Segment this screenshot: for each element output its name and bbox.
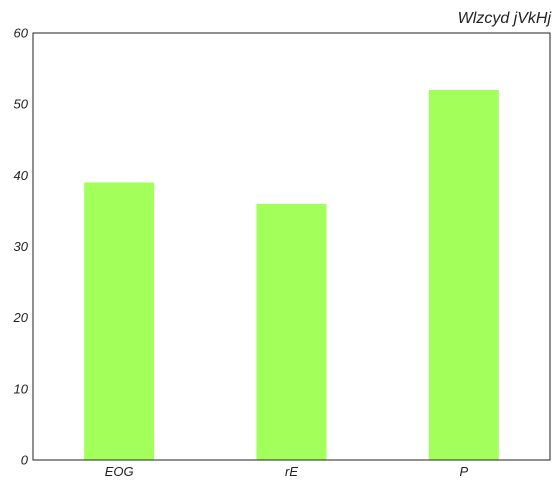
y-tick-label: 50 — [14, 97, 29, 112]
y-tick-label: 0 — [21, 453, 29, 468]
x-tick-label: P — [459, 464, 468, 479]
y-tick-label: 60 — [14, 26, 29, 41]
y-tick-label: 40 — [14, 168, 29, 183]
x-tick-label: rE — [285, 464, 298, 479]
bars-group — [84, 90, 499, 460]
y-tick-label: 10 — [14, 381, 29, 396]
bar-eog — [84, 182, 154, 460]
x-axis-ticks: EOG rE P — [105, 464, 469, 479]
y-tick-label: 20 — [13, 310, 29, 325]
y-tick-label: 30 — [14, 239, 29, 254]
chart-title: Wlzcyd jVkHj — [458, 10, 552, 27]
bar-re — [257, 204, 327, 460]
x-tick-label: EOG — [105, 464, 134, 479]
bar-p — [429, 90, 499, 460]
y-axis-ticks: 0 10 20 30 40 50 60 — [13, 26, 29, 468]
